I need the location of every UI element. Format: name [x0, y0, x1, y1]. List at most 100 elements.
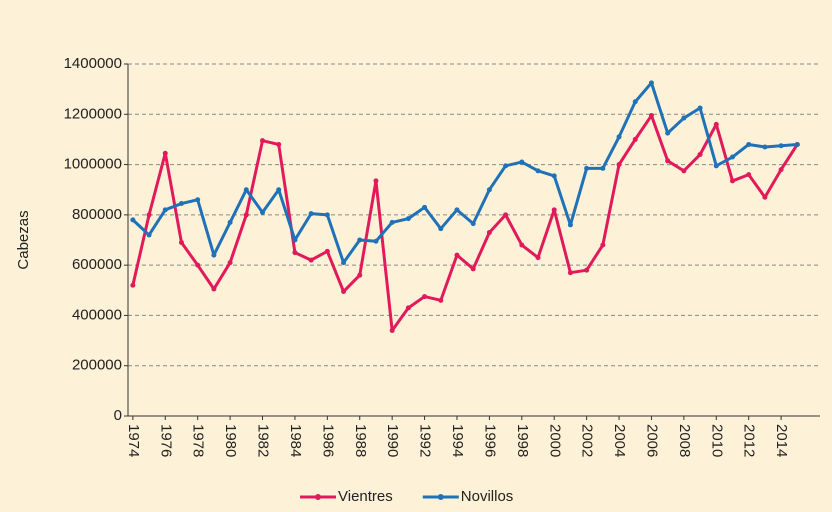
data-point	[405, 216, 411, 222]
data-point	[729, 154, 735, 160]
data-point	[276, 141, 282, 147]
data-point	[227, 219, 233, 225]
data-point	[373, 178, 379, 184]
y-tick-label: 1200000	[64, 105, 122, 122]
y-axis-label: Cabezas	[15, 210, 32, 269]
data-point	[535, 168, 541, 174]
data-point	[130, 282, 136, 288]
data-point	[729, 178, 735, 184]
data-point	[600, 165, 606, 171]
data-point	[389, 328, 395, 334]
data-point	[794, 141, 800, 147]
data-point	[486, 187, 492, 193]
y-tick-label: 800000	[72, 206, 122, 223]
data-point	[211, 252, 217, 258]
x-tick-label: 1994	[449, 424, 466, 457]
legend-item: Novillos	[422, 488, 514, 505]
x-tick-label: 1978	[190, 424, 207, 457]
x-tick-label: 1976	[157, 424, 174, 457]
data-point	[438, 297, 444, 303]
y-tick-label: 0	[114, 407, 122, 424]
data-point	[292, 237, 298, 243]
data-point	[665, 158, 671, 164]
data-point	[486, 229, 492, 235]
legend-label: Novillos	[461, 488, 514, 505]
data-point	[697, 105, 703, 111]
x-tick-label: 2004	[611, 424, 628, 457]
data-point	[762, 194, 768, 200]
y-tick-label: 1400000	[64, 55, 122, 72]
x-tick-label: 1974	[125, 424, 142, 457]
data-point	[130, 217, 136, 223]
data-point	[178, 201, 184, 207]
data-point	[341, 260, 347, 266]
data-point	[551, 207, 557, 213]
data-point	[648, 80, 654, 86]
data-point	[665, 130, 671, 136]
data-point	[195, 262, 201, 268]
legend-marker	[315, 494, 321, 500]
data-point	[162, 150, 168, 156]
data-point	[632, 136, 638, 142]
data-point	[567, 222, 573, 228]
data-point	[324, 248, 330, 254]
x-tick-label: 1984	[287, 424, 304, 457]
data-point	[584, 165, 590, 171]
series-line	[131, 114, 799, 333]
x-tick-label: 1992	[417, 424, 434, 457]
x-tick-label: 1990	[384, 424, 401, 457]
data-point	[778, 167, 784, 173]
x-tick-label: 2000	[546, 424, 563, 457]
data-point	[178, 240, 184, 246]
x-tick-label: 1982	[255, 424, 272, 457]
data-point	[616, 162, 622, 168]
data-point	[146, 212, 152, 218]
data-point	[567, 270, 573, 276]
y-tick-label: 600000	[72, 256, 122, 273]
data-point	[243, 212, 249, 218]
data-point	[438, 226, 444, 232]
y-tick-label: 200000	[72, 357, 122, 374]
data-point	[681, 115, 687, 121]
data-point	[227, 260, 233, 266]
data-point	[454, 207, 460, 213]
data-point	[308, 257, 314, 263]
data-point	[276, 187, 282, 193]
data-point	[503, 163, 509, 169]
series-line	[131, 81, 798, 265]
data-point	[260, 209, 266, 215]
data-point	[405, 305, 411, 311]
data-point	[470, 266, 476, 272]
legend-item: Vientres	[300, 488, 393, 505]
data-point	[373, 238, 379, 244]
data-point	[308, 211, 314, 217]
data-point	[243, 187, 249, 193]
data-point	[584, 267, 590, 273]
data-point	[616, 134, 622, 140]
data-point	[195, 197, 201, 203]
data-point	[454, 252, 460, 258]
x-tick-label: 2012	[741, 424, 758, 457]
x-tick-label: 1980	[222, 424, 239, 457]
data-point	[519, 159, 525, 165]
data-point	[746, 172, 752, 178]
data-point	[503, 212, 509, 218]
data-point	[519, 242, 525, 248]
x-tick-label: 2006	[643, 424, 660, 457]
data-point	[324, 212, 330, 218]
y-tick-label: 1000000	[64, 156, 122, 173]
legend-label: Vientres	[338, 488, 393, 505]
data-point	[648, 113, 654, 119]
data-point	[746, 141, 752, 147]
data-point	[422, 204, 428, 210]
data-point	[681, 168, 687, 174]
data-point	[697, 152, 703, 158]
x-tick-label: 1986	[319, 424, 336, 457]
data-point	[470, 221, 476, 227]
x-tick-label: 2002	[579, 424, 596, 457]
x-tick-label: 2008	[676, 424, 693, 457]
data-point	[713, 121, 719, 127]
x-tick-label: 1988	[352, 424, 369, 457]
